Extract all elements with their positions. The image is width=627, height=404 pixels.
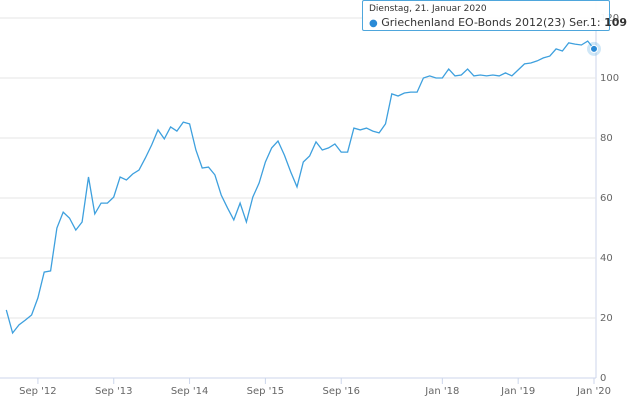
x-tick-label: Sep '16 — [322, 386, 360, 397]
x-tick-label: Sep '15 — [247, 386, 285, 397]
hover-marker — [590, 44, 598, 53]
y-tick-label: 40 — [600, 253, 613, 264]
x-tick-label: Sep '13 — [95, 386, 133, 397]
y-tick-label: 0 — [600, 373, 606, 384]
tooltip-dot: ● — [369, 18, 378, 29]
x-tick-label: Sep '14 — [171, 386, 209, 397]
x-tick-label: Jan '20 — [576, 386, 611, 397]
tooltip-date: Dienstag, 21. Januar 2020 — [369, 4, 487, 14]
y-tick-label: 80 — [600, 133, 613, 144]
y-tick-label: 20 — [600, 313, 613, 324]
y-tick-label: 100 — [600, 73, 619, 84]
tooltip-row: ● Griechenland EO-Bonds 2012(23) Ser.1: … — [369, 16, 627, 29]
x-tick-label: Jan '18 — [424, 386, 459, 397]
tooltip-series: Griechenland EO-Bonds 2012(23) Ser.1: — [381, 16, 601, 29]
tooltip: Dienstag, 21. Januar 2020 ● Griechenland… — [362, 0, 627, 31]
x-tick-label: Sep '12 — [19, 386, 57, 397]
tooltip-value: 109,700 — [604, 16, 627, 29]
x-tick-label: Jan '19 — [500, 386, 535, 397]
data-line — [5, 40, 595, 335]
y-tick-label: 60 — [600, 193, 613, 204]
